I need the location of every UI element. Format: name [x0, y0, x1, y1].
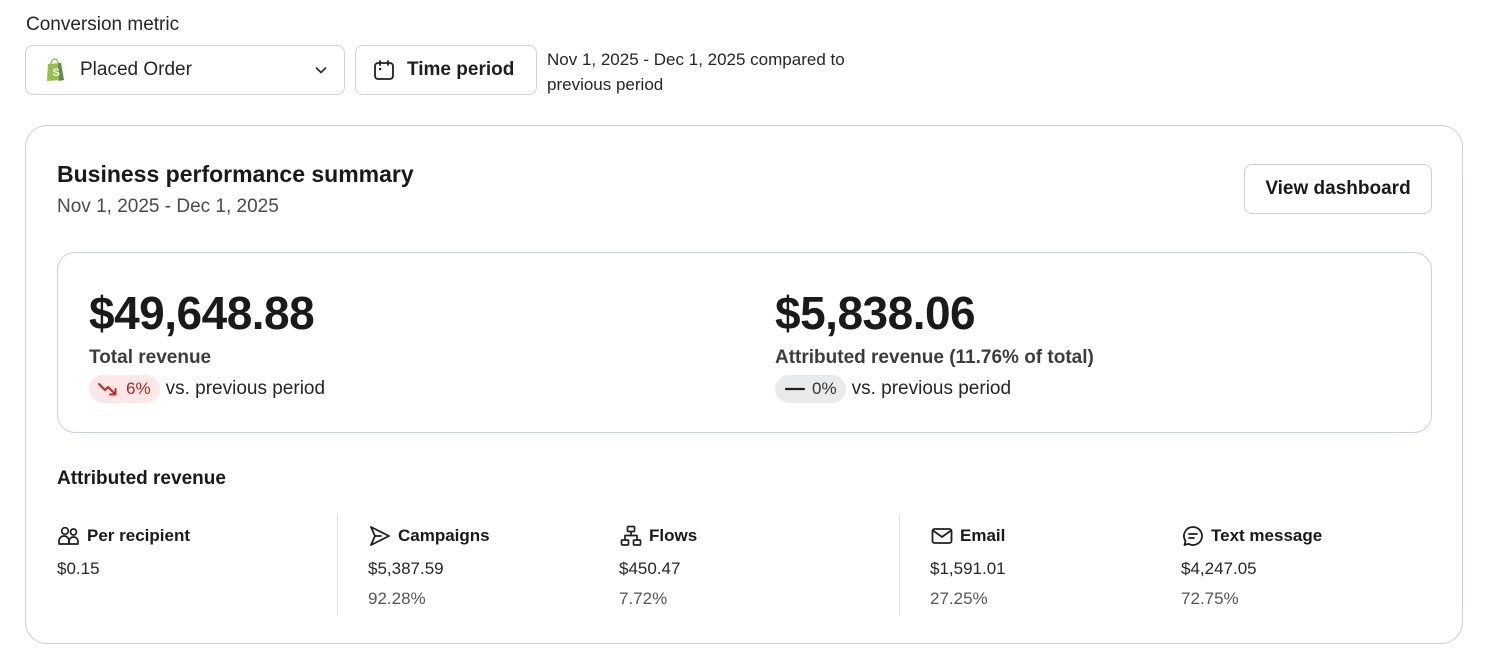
- compare-text: vs. previous period: [851, 378, 1012, 399]
- attributed-revenue-title: Attributed revenue: [57, 468, 226, 489]
- change-value: 6%: [126, 379, 151, 398]
- kpi-attributed-revenue: $5,838.06 Attributed revenue (11.76% of …: [775, 285, 1094, 403]
- compare-text: vs. previous period: [165, 378, 326, 399]
- conversion-metric-select[interactable]: S Placed Order: [25, 45, 345, 95]
- attr-label: Flows: [649, 526, 698, 545]
- attr-percent: 7.72%: [619, 589, 668, 608]
- mail-icon: [930, 524, 954, 548]
- change-value: 0%: [812, 379, 837, 398]
- period-description: Nov 1, 2025 - Dec 1, 2025 compared to pr…: [547, 50, 845, 94]
- attr-amount: $4,247.05: [1181, 559, 1257, 578]
- change-badge: 6%: [89, 375, 160, 403]
- time-period-label: Time period: [407, 59, 515, 80]
- chevron-down-icon: [314, 63, 328, 77]
- attr-label: Text message: [1211, 526, 1323, 545]
- card-title: Business performance summary: [57, 161, 414, 187]
- metric-select-value: Placed Order: [80, 59, 192, 80]
- trend-down-icon: [98, 380, 120, 398]
- kpi-value: $49,648.88: [89, 287, 315, 339]
- calendar-icon: [372, 58, 396, 82]
- attr-percent: 92.28%: [368, 589, 426, 608]
- column-divider: [899, 514, 900, 616]
- card-date-range: Nov 1, 2025 - Dec 1, 2025: [57, 196, 279, 217]
- kpi-label: Attributed revenue (11.76% of total): [775, 347, 1094, 368]
- attr-percent: 72.75%: [1181, 589, 1239, 608]
- kpi-value: $5,838.06: [775, 287, 976, 339]
- column-divider: [337, 514, 338, 616]
- attr-label: Campaigns: [398, 526, 490, 545]
- attr-flows: Flows $450.47 7.72%: [619, 524, 697, 609]
- attr-label: Email: [960, 526, 1006, 545]
- dash-icon: [784, 380, 806, 398]
- svg-text:S: S: [53, 67, 60, 79]
- kpi-total-revenue: $49,648.88 Total revenue 6% vs. previous…: [89, 285, 325, 403]
- attr-email: Email $1,591.01 27.25%: [930, 524, 1006, 609]
- kpi-compare: 6% vs. previous period: [89, 375, 325, 403]
- send-icon: [368, 524, 392, 548]
- attr-amount: $450.47: [619, 559, 681, 578]
- view-dashboard-button[interactable]: View dashboard: [1244, 164, 1432, 214]
- chat-icon: [1181, 524, 1205, 548]
- users-icon: [57, 524, 81, 548]
- kpi-panel: $49,648.88 Total revenue 6% vs. previous…: [57, 252, 1432, 433]
- shopify-bag-icon: S: [44, 58, 66, 82]
- attr-amount: $0.15: [57, 559, 100, 578]
- kpi-compare: 0% vs. previous period: [775, 375, 1094, 403]
- attr-percent: 27.25%: [930, 589, 988, 608]
- business-performance-card: Business performance summary Nov 1, 2025…: [25, 125, 1463, 644]
- attr-campaigns: Campaigns $5,387.59 92.28%: [368, 524, 490, 609]
- kpi-label: Total revenue: [89, 347, 212, 368]
- attr-amount: $5,387.59: [368, 559, 444, 578]
- time-period-button[interactable]: Time period: [355, 45, 537, 95]
- attr-label: Per recipient: [87, 526, 190, 545]
- change-badge: 0%: [775, 375, 846, 403]
- attr-amount: $1,591.01: [930, 559, 1006, 578]
- conversion-metric-label: Conversion metric: [26, 14, 180, 35]
- attr-text-message: Text message $4,247.05 72.75%: [1181, 524, 1322, 609]
- attr-per-recipient: Per recipient $0.15: [57, 524, 190, 579]
- flow-icon: [619, 524, 643, 548]
